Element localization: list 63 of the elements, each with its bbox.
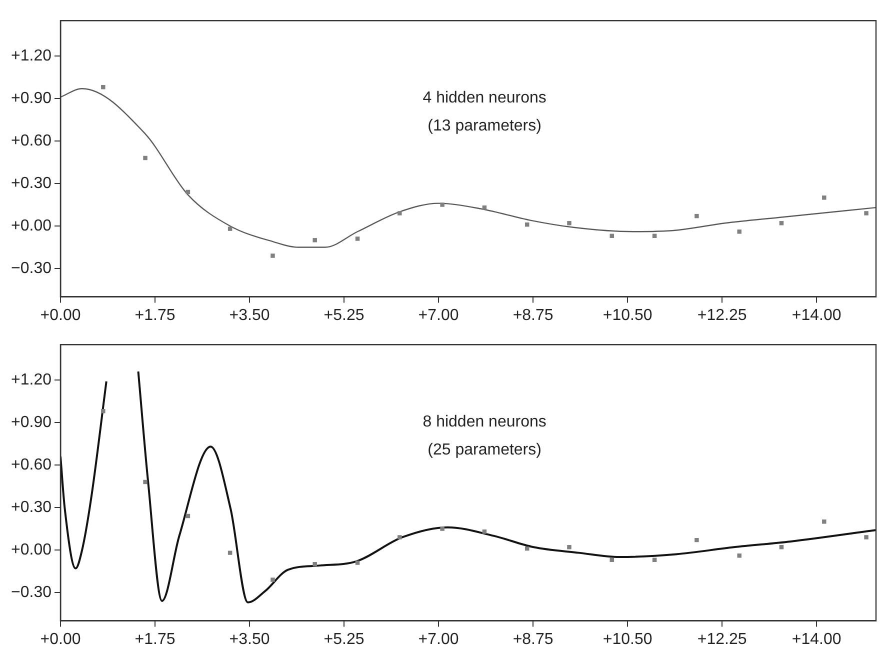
- x-tick-label: +12.25: [697, 306, 747, 324]
- annotation: (25 parameters): [428, 441, 542, 458]
- point: [101, 409, 106, 414]
- point: [355, 560, 360, 565]
- annotation: 4 hidden neurons: [422, 89, 546, 106]
- x-tick-label: +12.25: [697, 630, 747, 648]
- point: [779, 221, 784, 226]
- y-tick-label: +0.30: [11, 498, 52, 516]
- line-series: [60, 88, 876, 248]
- point: [101, 85, 106, 90]
- x-tick-label: +5.25: [324, 306, 364, 324]
- point: [228, 550, 232, 555]
- y-tick-label: −0.30: [11, 584, 52, 601]
- y-tick-label: +0.90: [11, 90, 52, 107]
- y-tick-label: +0.00: [11, 541, 52, 558]
- point: [355, 236, 360, 241]
- y-tick-label: +0.90: [11, 414, 52, 431]
- point: [312, 238, 317, 242]
- y-tick-label: +0.60: [11, 456, 52, 474]
- x-tick-label: +1.75: [134, 306, 176, 324]
- point: [737, 230, 742, 234]
- point: [567, 221, 572, 226]
- point: [694, 214, 699, 218]
- point: [270, 578, 275, 582]
- x-tick-label: +0.00: [40, 306, 81, 324]
- point: [779, 545, 784, 550]
- point: [270, 254, 275, 258]
- point: [440, 526, 444, 531]
- point: [398, 211, 402, 216]
- point: [822, 196, 826, 200]
- x-tick-label: +5.25: [324, 630, 364, 648]
- point: [440, 202, 444, 207]
- x-tick-label: +10.50: [602, 630, 652, 648]
- point: [398, 535, 402, 540]
- x-tick-label: +10.50: [602, 306, 652, 324]
- point: [143, 156, 148, 160]
- y-tick-label: +1.20: [11, 47, 52, 64]
- x-tick-label: +1.75: [134, 630, 176, 648]
- point: [694, 538, 699, 542]
- annotation: 8 hidden neurons: [422, 413, 546, 430]
- annotation: (13 parameters): [428, 117, 542, 134]
- point: [822, 520, 826, 524]
- point: [567, 545, 572, 550]
- x-tick-label: +8.75: [512, 306, 554, 324]
- point: [143, 480, 148, 484]
- point: [864, 211, 868, 216]
- point: [228, 226, 232, 231]
- y-tick-label: +1.20: [11, 371, 52, 388]
- x-tick-label: +14.00: [792, 630, 842, 648]
- x-tick-label: +8.75: [512, 630, 554, 648]
- point: [312, 562, 317, 566]
- y-tick-label: +0.30: [11, 174, 52, 192]
- x-tick-label: +14.00: [792, 306, 842, 324]
- y-tick-label: −0.30: [11, 260, 52, 277]
- x-tick-label: +7.00: [418, 630, 459, 648]
- x-tick-label: +3.50: [229, 630, 270, 648]
- y-tick-label: +0.60: [11, 132, 52, 150]
- x-tick-label: +0.00: [40, 630, 81, 648]
- point: [864, 535, 868, 540]
- y-tick-label: +0.00: [11, 217, 52, 234]
- x-tick-label: +7.00: [418, 306, 459, 324]
- x-tick-label: +3.50: [229, 306, 270, 324]
- point: [737, 554, 742, 558]
